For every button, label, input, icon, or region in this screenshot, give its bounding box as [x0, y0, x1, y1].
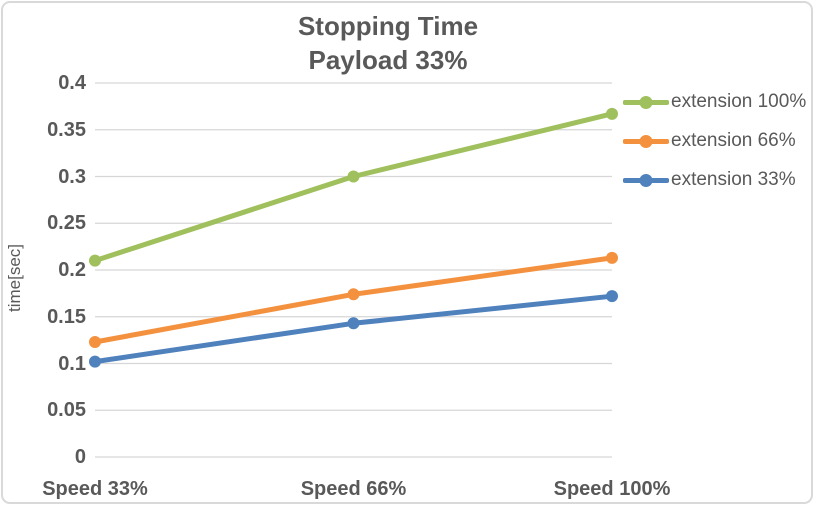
chart-title-line-1: Stopping Time — [297, 11, 479, 41]
legend-label: extension 100% — [671, 91, 807, 112]
legend-marker-icon — [623, 134, 669, 148]
series-line-extension-100- — [92, 111, 615, 264]
data-marker-extension-66- — [89, 335, 101, 348]
y-tick-label: 0.05 — [47, 399, 86, 422]
legend-marker-icon — [623, 173, 669, 187]
x-category-label: Speed 66% — [300, 478, 407, 500]
x-category-label: Speed 33% — [42, 478, 148, 500]
data-marker-extension-66- — [347, 288, 360, 301]
chart-title: Stopping Time Payload 33% — [138, 9, 638, 77]
y-tick-label: 0.25 — [47, 212, 86, 235]
data-marker-extension-33- — [347, 317, 360, 330]
y-tick-label: 0.15 — [47, 305, 86, 328]
data-marker-extension-100- — [89, 254, 101, 267]
y-tick-label: 0.35 — [47, 118, 86, 141]
data-marker-extension-33- — [606, 290, 618, 303]
data-marker-extension-100- — [347, 170, 360, 183]
legend-item-extension-66-: extension 66% — [623, 128, 806, 154]
data-marker-extension-66- — [606, 251, 618, 264]
y-tick-label: 0.3 — [58, 165, 86, 188]
y-tick-label: 0.2 — [58, 259, 86, 281]
chart-title-line-2: Payload 33% — [308, 45, 468, 75]
y-tick-label: 0.1 — [58, 352, 86, 375]
data-marker-extension-100- — [606, 107, 618, 120]
legend-label: extension 66% — [671, 130, 796, 151]
legend-marker-icon — [623, 95, 669, 109]
legend: extension 100% extension 66% extension 33% — [623, 89, 806, 206]
data-marker-extension-33- — [89, 355, 101, 368]
y-tick-label: 0.4 — [58, 72, 86, 94]
x-category-label: Speed 100% — [553, 478, 671, 500]
y-tick-label: 0 — [74, 446, 86, 468]
legend-item-extension-33-: extension 33% — [623, 167, 806, 193]
legend-item-extension-100-: extension 100% — [623, 89, 806, 115]
legend-label: extension 33% — [671, 169, 796, 190]
